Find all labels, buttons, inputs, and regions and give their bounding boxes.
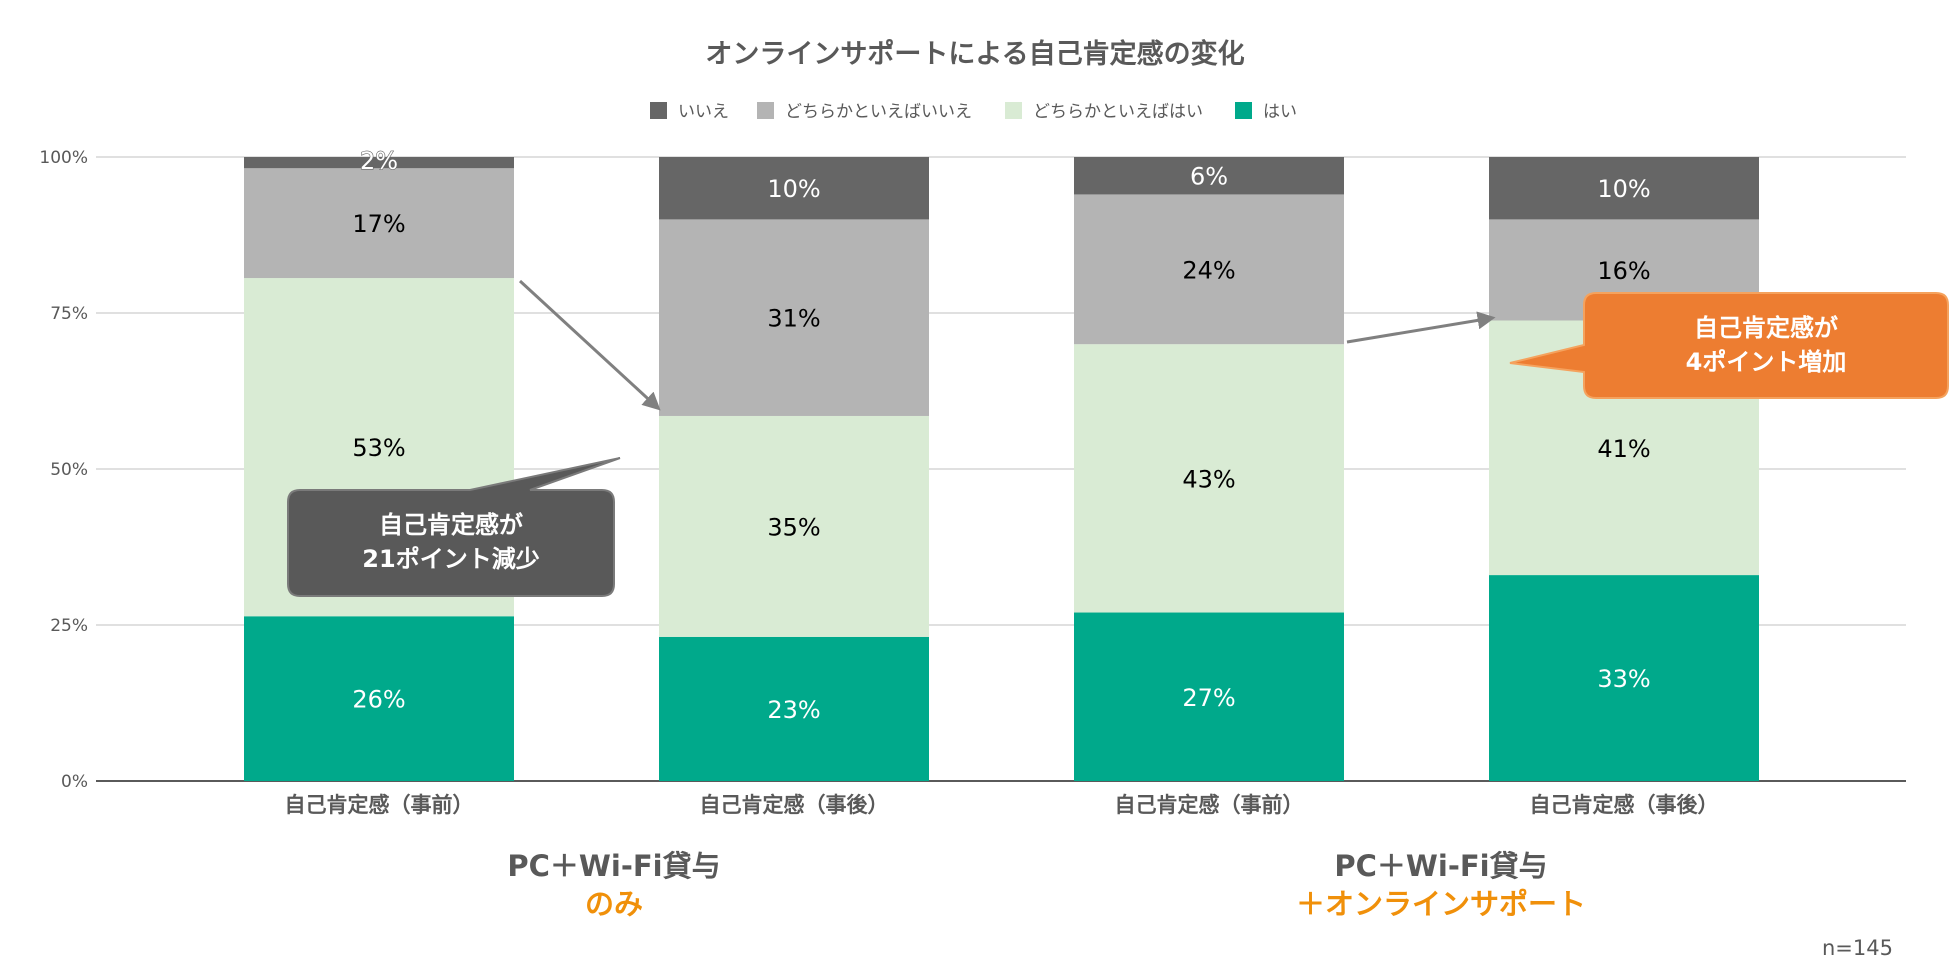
y-axis: 0% 25% 50% 75% 100%: [39, 148, 88, 792]
bars: 26% 53% 17% 2% 23% 35% 31% 10% 27% 43% 24% 6% 33% 41%…: [244, 146, 1759, 781]
legend-label: どちらかといえばはい: [1033, 102, 1203, 122]
data-label: 10%: [767, 175, 820, 203]
data-label: 35%: [767, 513, 820, 541]
bar-segment: [1489, 157, 1759, 220]
bar-segment: [244, 168, 514, 279]
chart-title: オンラインサポートによる自己肯定感の変化: [705, 38, 1244, 70]
data-label: 53%: [352, 434, 405, 462]
bar-segment: [244, 157, 514, 169]
data-label: 16%: [1597, 257, 1650, 285]
bar-segment: [1074, 194, 1344, 345]
data-label: 23%: [767, 696, 820, 724]
x-tick-label: 自己肯定感（事後）: [1530, 793, 1719, 817]
callout-increase-line1: 自己肯定感が: [1694, 314, 1838, 342]
bar-segment: [1074, 157, 1344, 195]
legend-swatch: [1235, 102, 1252, 119]
callout-decrease-shape: [287, 457, 621, 597]
x-tick-label: 自己肯定感（事前）: [1115, 793, 1304, 817]
x-tick-label: 自己肯定感（事前）: [285, 793, 474, 817]
group-label-2-line2: ＋オンラインサポート: [1296, 887, 1586, 921]
data-label: 31%: [767, 305, 820, 333]
legend-swatch: [757, 102, 774, 119]
legend: いいえ どちらかといえばいいえ どちらかといえばはい はい: [650, 102, 1297, 122]
group-labels: PC＋Wi-Fi貸与 のみ PC＋Wi-Fi貸与 ＋オンラインサポート: [507, 849, 1586, 921]
legend-label: どちらかといえばいいえ: [785, 102, 972, 122]
callout-decrease: 自己肯定感が 21ポイント減少: [287, 457, 621, 597]
y-tick-label: 100%: [39, 148, 88, 168]
legend-swatch: [650, 102, 667, 119]
increase-arrow: [1346, 311, 1496, 344]
legend-label: はい: [1263, 102, 1297, 122]
data-label: 27%: [1182, 684, 1235, 712]
callout-increase: 自己肯定感が 4ポイント増加: [1509, 292, 1949, 399]
y-tick-label: 0%: [61, 772, 88, 792]
group-label-1-line2: のみ: [585, 887, 643, 921]
bar-segment: [659, 636, 929, 781]
callout-decrease-line1: 自己肯定感が: [379, 511, 523, 539]
data-label: 2%: [360, 147, 398, 175]
data-label: 17%: [352, 210, 405, 238]
group-label-2-line1: PC＋Wi-Fi貸与: [1334, 849, 1547, 883]
data-label: 24%: [1182, 256, 1235, 284]
y-tick-label: 25%: [50, 616, 88, 636]
callout-increase-shape: [1509, 292, 1949, 399]
data-label: 10%: [1597, 175, 1650, 203]
group-label-1-line1: PC＋Wi-Fi貸与: [507, 849, 720, 883]
decrease-arrow: [518, 279, 661, 411]
bar-segment: [659, 415, 929, 637]
data-label: 33%: [1597, 665, 1650, 693]
callout-decrease-line2: 21ポイント減少: [362, 545, 539, 573]
data-label: 43%: [1182, 465, 1235, 493]
legend-label: いいえ: [678, 102, 729, 122]
bar-segment: [1489, 575, 1759, 781]
bar-segment: [659, 157, 929, 220]
bar-segment: [244, 616, 514, 781]
data-label: 41%: [1597, 435, 1650, 463]
y-tick-label: 50%: [50, 460, 88, 480]
x-tick-label: 自己肯定感（事後）: [700, 793, 889, 817]
data-label: 26%: [352, 686, 405, 714]
sample-size-note: n=145: [1822, 936, 1893, 960]
x-axis: 自己肯定感（事前） 自己肯定感（事後） 自己肯定感（事前） 自己肯定感（事後）: [285, 793, 1719, 817]
bar-segment: [659, 219, 929, 416]
bar-segment: [1074, 612, 1344, 781]
data-label: 6%: [1190, 163, 1228, 191]
bar-segment: [1074, 344, 1344, 613]
legend-swatch: [1005, 102, 1022, 119]
arrows: [518, 279, 1496, 411]
y-tick-label: 75%: [50, 304, 88, 324]
callout-increase-line2: 4ポイント増加: [1686, 348, 1847, 376]
